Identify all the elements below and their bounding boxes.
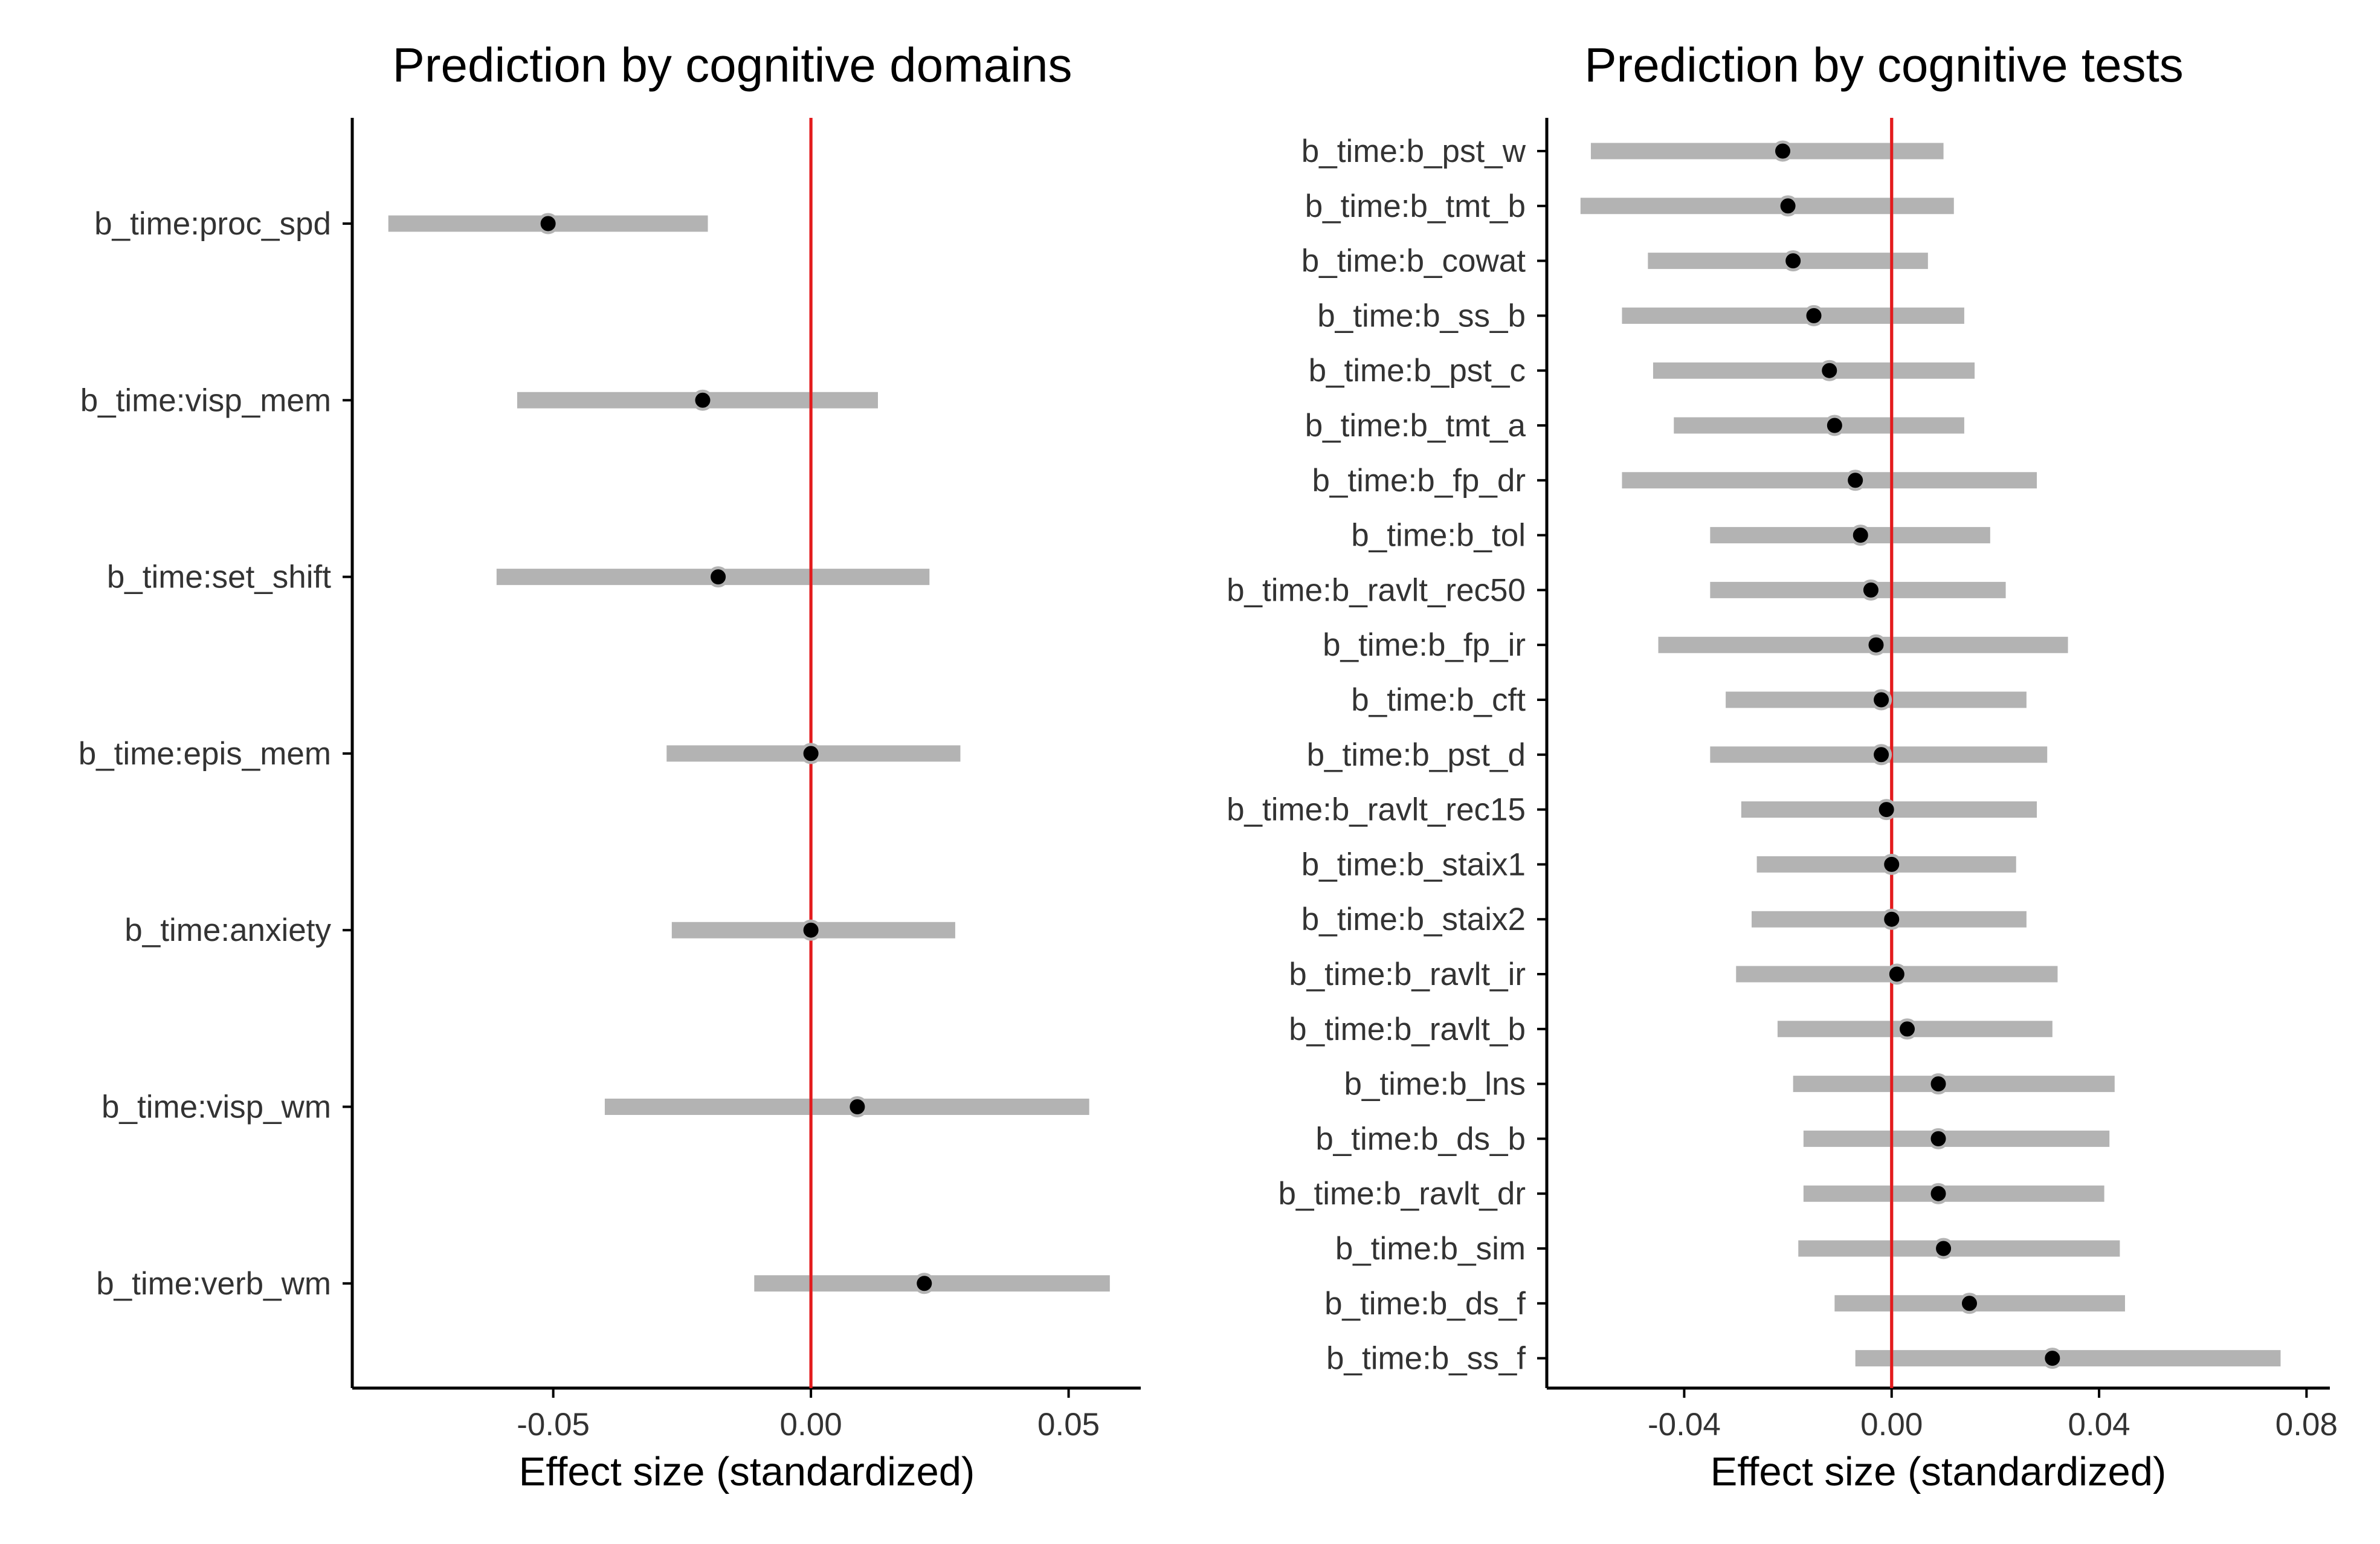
right-y-tick-label: b_time:b_tol bbox=[1351, 518, 1526, 554]
right-estimate-point bbox=[1886, 963, 1908, 985]
right-estimate-point bbox=[1849, 525, 1871, 546]
right-y-tick-label: b_time:b_cowat bbox=[1301, 244, 1526, 279]
left-x-tick-label: 0.00 bbox=[780, 1407, 842, 1442]
left-panel-title: Prediction by cognitive domains bbox=[392, 38, 1072, 92]
right-estimate-point bbox=[2042, 1348, 2063, 1369]
left-estimate-point bbox=[800, 919, 822, 941]
right-estimate-point bbox=[1782, 250, 1804, 272]
right-estimate-point bbox=[1927, 1128, 1949, 1149]
right-y-tick-label: b_time:b_pst_d bbox=[1307, 737, 1526, 773]
right-y-tick-label: b_time:b_fp_ir bbox=[1323, 627, 1526, 663]
right-estimate-point bbox=[1819, 360, 1840, 381]
right-y-tick-label: b_time:b_ravlt_ir bbox=[1289, 957, 1526, 992]
right-estimate-point bbox=[1881, 908, 1903, 930]
right-y-tick-label: b_time:b_ravlt_dr bbox=[1279, 1176, 1526, 1212]
left-estimate-point bbox=[537, 213, 559, 234]
right-y-tick-label: b_time:b_ravlt_b bbox=[1289, 1012, 1526, 1047]
right-y-tick-label: b_time:b_staix1 bbox=[1301, 847, 1526, 882]
left-x-tick-label: 0.05 bbox=[1037, 1407, 1100, 1442]
left-x-tick-label: -0.05 bbox=[517, 1407, 590, 1442]
right-estimate-point bbox=[1845, 470, 1866, 491]
right-y-tick-label: b_time:b_ds_f bbox=[1324, 1286, 1526, 1322]
right-y-tick-label: b_time:b_ss_b bbox=[1317, 298, 1526, 334]
right-y-tick-label: b_time:b_fp_dr bbox=[1312, 463, 1526, 499]
left-y-tick-label: b_time:epis_mem bbox=[79, 736, 331, 772]
right-x-tick-label: 0.08 bbox=[2275, 1407, 2338, 1442]
left-estimate-point bbox=[800, 743, 822, 764]
right-estimate-point bbox=[1860, 579, 1882, 601]
right-estimate-point bbox=[1881, 853, 1903, 875]
right-y-tick-label: b_time:b_pst_w bbox=[1301, 134, 1526, 169]
right-estimate-point bbox=[1927, 1073, 1949, 1095]
left-estimate-point bbox=[914, 1273, 935, 1294]
right-y-tick-label: b_time:b_tmt_b bbox=[1305, 189, 1526, 224]
right-estimate-point bbox=[1777, 195, 1799, 217]
left-y-tick-label: b_time:proc_spd bbox=[94, 206, 331, 242]
right-estimate-point bbox=[1875, 799, 1897, 821]
right-estimate-point bbox=[1958, 1293, 1980, 1314]
right-x-tick-label: 0.04 bbox=[2068, 1407, 2130, 1442]
right-y-tick-label: b_time:b_ravlt_rec50 bbox=[1227, 572, 1526, 608]
left-estimate-point bbox=[692, 389, 714, 411]
right-estimate-point bbox=[1824, 415, 1845, 436]
left-estimate-point bbox=[708, 566, 729, 588]
right-estimate-point bbox=[1897, 1018, 1918, 1040]
left-y-tick-label: b_time:anxiety bbox=[124, 913, 331, 948]
right-y-tick-label: b_time:b_lns bbox=[1344, 1067, 1526, 1102]
right-estimate-point bbox=[1933, 1238, 1955, 1259]
left-y-tick-label: b_time:verb_wm bbox=[96, 1266, 331, 1302]
right-y-tick-label: b_time:b_staix2 bbox=[1301, 902, 1526, 937]
right-y-tick-label: b_time:b_ss_f bbox=[1326, 1341, 1526, 1377]
right-estimate-point bbox=[1865, 634, 1887, 656]
right-estimate-point bbox=[1772, 140, 1794, 162]
right-x-tick-label: -0.04 bbox=[1648, 1407, 1721, 1442]
right-y-tick-label: b_time:b_ds_b bbox=[1315, 1121, 1526, 1157]
right-y-tick-label: b_time:b_cft bbox=[1351, 682, 1526, 718]
right-y-tick-label: b_time:b_pst_c bbox=[1309, 353, 1526, 389]
right-y-tick-label: b_time:b_sim bbox=[1335, 1231, 1526, 1267]
right-y-tick-label: b_time:b_ravlt_rec15 bbox=[1227, 792, 1526, 828]
right-estimate-point bbox=[1871, 689, 1892, 711]
right-estimate-point bbox=[1871, 744, 1892, 766]
left-y-tick-label: b_time:visp_wm bbox=[102, 1090, 331, 1125]
left-y-tick-label: b_time:visp_mem bbox=[80, 383, 331, 418]
left-estimate-point bbox=[847, 1096, 868, 1117]
right-panel-title: Prediction by cognitive tests bbox=[1584, 38, 2184, 92]
right-x-tick-label: 0.00 bbox=[1860, 1407, 1923, 1442]
right-panel-x-axis-label: Effect size (standardized) bbox=[1711, 1449, 2167, 1494]
right-y-tick-label: b_time:b_tmt_a bbox=[1305, 408, 1526, 444]
right-estimate-point bbox=[1803, 305, 1825, 326]
right-estimate-point bbox=[1927, 1183, 1949, 1204]
left-panel-x-axis-label: Effect size (standardized) bbox=[519, 1449, 975, 1494]
left-y-tick-label: b_time:set_shift bbox=[107, 560, 331, 595]
